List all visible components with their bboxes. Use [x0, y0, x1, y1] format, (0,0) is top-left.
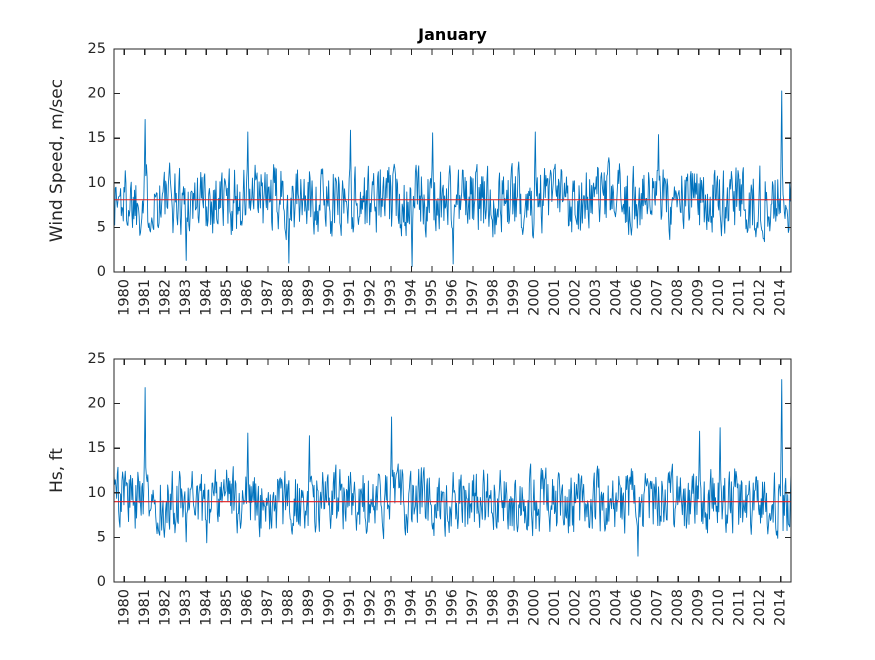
x-tick-label: 2001 [547, 279, 563, 316]
x-tick-label: 1990 [321, 589, 337, 626]
x-tick-label: 1994 [404, 589, 420, 626]
y-tick-label: 25 [88, 41, 106, 57]
x-tick-label: 1998 [486, 589, 502, 626]
bottom-plot: Hs, ft 0 5 10 15 20 25 1980 1981 1982 1983 1984 198… [47, 351, 792, 626]
x-tick-label: 1987 [260, 589, 276, 626]
bottom-y-axis-label: Hs, ft [47, 448, 67, 493]
x-tick-label: 1981 [137, 279, 153, 316]
x-tick-label: 2010 [711, 279, 727, 316]
bottom-series [113, 379, 792, 557]
x-tick-label: 1984 [198, 279, 214, 316]
x-tick-label: 1988 [280, 279, 296, 316]
x-tick-label: 2014 [773, 279, 789, 316]
x-tick-label: 2002 [568, 589, 584, 626]
x-tick-label: 2008 [670, 589, 686, 626]
top-axis-ticks [114, 48, 791, 273]
y-tick-label: 20 [88, 396, 106, 412]
x-tick-label: 2004 [609, 589, 625, 626]
x-tick-label: 1992 [362, 279, 378, 316]
x-tick-label: 2006 [629, 589, 645, 626]
x-tick-label: 1991 [342, 589, 358, 626]
bottom-plot-box [113, 358, 792, 583]
x-tick-label: 1995 [424, 589, 440, 626]
x-tick-label: 1982 [157, 589, 173, 626]
x-tick-label: 1989 [301, 279, 317, 316]
x-tick-label: 1990 [321, 279, 337, 316]
x-tick-label: 2001 [547, 589, 563, 626]
x-tick-label: 2011 [732, 589, 748, 626]
x-tick-label: 1998 [486, 279, 502, 316]
x-tick-label: 1985 [219, 589, 235, 626]
y-tick-label: 25 [88, 351, 106, 367]
x-tick-label: 2012 [752, 589, 768, 626]
x-tick-label: 1995 [424, 279, 440, 316]
x-tick-label: 2014 [773, 589, 789, 626]
x-tick-label: 2002 [568, 279, 584, 316]
x-tick-label: 1997 [465, 589, 481, 626]
x-tick-label: 1983 [178, 589, 194, 626]
x-tick-label: 1987 [260, 279, 276, 316]
bottom-tick-labels: 0 5 10 15 20 25 1980 1981 1982 1983 1984 1985 1986 19… [88, 351, 789, 626]
top-tick-labels: 0 5 10 15 20 25 1980 1981 1982 1983 1984 1985 1986 19… [88, 41, 789, 316]
chart-title: January [417, 25, 487, 44]
x-tick-label: 2007 [650, 279, 666, 316]
x-tick-label: 1989 [301, 589, 317, 626]
x-tick-label: 2000 [527, 589, 543, 626]
y-tick-label: 0 [97, 574, 106, 590]
x-tick-label: 1985 [219, 279, 235, 316]
x-tick-label: 2006 [629, 279, 645, 316]
x-tick-label: 2012 [752, 279, 768, 316]
x-tick-label: 1999 [506, 279, 522, 316]
x-tick-label: 2009 [691, 279, 707, 316]
series-line [113, 90, 792, 268]
x-tick-label: 2008 [670, 279, 686, 316]
x-tick-label: 2003 [588, 279, 604, 316]
x-tick-label: 1981 [137, 589, 153, 626]
x-tick-label: 1993 [383, 279, 399, 316]
y-tick-label: 15 [88, 130, 106, 146]
x-tick-label: 1980 [116, 589, 132, 626]
y-tick-label: 10 [88, 175, 106, 191]
x-tick-label: 1984 [198, 589, 214, 626]
x-tick-label: 2011 [732, 279, 748, 316]
x-tick-label: 2003 [588, 589, 604, 626]
top-y-axis-label: Wind Speed, m/sec [47, 79, 67, 242]
y-tick-label: 15 [88, 440, 106, 456]
x-tick-label: 1986 [239, 279, 255, 316]
top-series [113, 90, 792, 268]
x-tick-label: 1982 [157, 279, 173, 316]
x-tick-label: 1996 [445, 279, 461, 316]
x-tick-label: 1996 [445, 589, 461, 626]
x-tick-label: 2009 [691, 589, 707, 626]
x-tick-label: 2010 [711, 589, 727, 626]
series-line [113, 379, 792, 557]
y-tick-label: 5 [97, 219, 106, 235]
top-plot: January Wind Speed, m/sec 0 5 10 15 20 25 1980… [47, 25, 792, 316]
x-tick-label: 1999 [506, 589, 522, 626]
x-tick-label: 2000 [527, 279, 543, 316]
x-tick-label: 2004 [609, 279, 625, 316]
x-tick-label: 1992 [362, 589, 378, 626]
x-tick-label: 1980 [116, 279, 132, 316]
x-tick-label: 1983 [178, 279, 194, 316]
y-tick-label: 5 [97, 529, 106, 545]
x-tick-label: 1988 [280, 589, 296, 626]
y-tick-label: 20 [88, 86, 106, 102]
x-tick-label: 1993 [383, 589, 399, 626]
y-tick-label: 10 [88, 485, 106, 501]
x-tick-label: 1994 [404, 279, 420, 316]
x-tick-label: 2007 [650, 589, 666, 626]
y-tick-label: 0 [97, 264, 106, 280]
top-plot-box [113, 48, 792, 273]
x-tick-label: 1986 [239, 589, 255, 626]
x-tick-label: 1997 [465, 279, 481, 316]
x-tick-label: 1991 [342, 279, 358, 316]
